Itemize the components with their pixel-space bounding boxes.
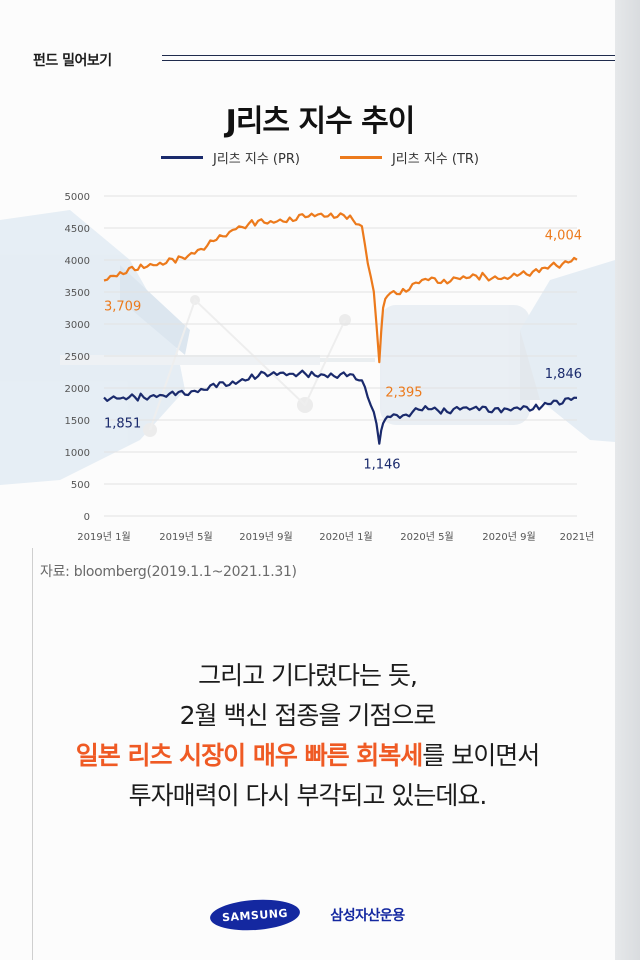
side-strip — [615, 0, 640, 960]
y-tick-label: 0 — [84, 512, 90, 523]
left-glove-icon — [0, 210, 185, 485]
legend-label-tr: J리츠 지수 (TR) — [391, 152, 480, 167]
message-line-3-rest: 를 보이면서 — [422, 741, 540, 770]
x-axis-ticks: 2019년 1월 2019년 5월 2019년 9월 2020년 1월 2020년 5월… — [77, 531, 594, 543]
y-tick-label: 2000 — [65, 384, 90, 395]
legend-swatch-pr — [160, 156, 203, 159]
y-tick-label: 4000 — [65, 256, 90, 267]
molecule-link-icon — [149, 298, 346, 431]
x-tick-label: 2020년 1월 — [319, 531, 372, 543]
source-divider — [32, 548, 33, 960]
samsung-logo: SAMSUNG — [209, 896, 302, 934]
chart-title: J리츠 지수 추이 — [225, 104, 416, 139]
y-tick-label: 4500 — [65, 224, 90, 235]
y-tick-label: 500 — [71, 480, 90, 491]
header-rule-top — [162, 55, 615, 56]
brand-name: 삼성자산운용 — [330, 908, 405, 924]
legend-swatch-tr — [339, 156, 382, 159]
syringe-icon — [60, 355, 320, 365]
footer: SAMSUNG 삼성자산운용 — [0, 896, 615, 934]
chart-legend: J리츠 지수 (PR) J리츠 지수 (TR) — [0, 148, 640, 167]
legend-label-pr: J리츠 지수 (PR) — [212, 152, 300, 167]
data-labels: 3,709 2,395 4,004 1,851 1,146 1,846 — [104, 229, 582, 473]
data-label: 1,846 — [545, 367, 582, 382]
x-tick-label: 2021년 — [560, 531, 595, 543]
gridlines — [104, 195, 577, 517]
x-tick-label: 2019년 1월 — [77, 531, 130, 543]
message-text: 그리고 기다렸다는 듯, 2월 백신 접종을 기점으로 일본 리츠 시장이 매우… — [0, 656, 615, 816]
series-line-pr — [103, 369, 578, 445]
vaccine-vial-icon — [380, 305, 530, 425]
syringe-needle-icon — [320, 358, 375, 362]
y-tick-label: 3000 — [65, 320, 90, 331]
y-tick-label: 2500 — [65, 352, 90, 363]
x-tick-label: 2019년 9월 — [239, 531, 292, 543]
header-rule-bottom — [162, 60, 615, 61]
y-tick-label: 1000 — [65, 448, 90, 459]
x-tick-label: 2020년 5월 — [400, 531, 453, 543]
x-tick-label: 2020년 9월 — [482, 531, 535, 543]
source-note: 자료: bloomberg(2019.1.1~2021.1.31) — [40, 564, 297, 580]
legend-item-tr: J리츠 지수 (TR) — [339, 148, 480, 167]
series-line-tr — [103, 212, 578, 364]
series-lines — [103, 212, 578, 445]
line-chart: 0 500 1000 1500 2000 2500 3000 3500 4000 4500 5000… — [65, 192, 595, 543]
data-label: 2,395 — [385, 386, 422, 401]
vaccine-background-illustration — [0, 210, 615, 485]
message-line-4: 투자매력이 다시 부각되고 있는데요. — [128, 781, 488, 810]
samsung-logo-text: SAMSUNG — [221, 906, 289, 924]
data-label: 1,146 — [363, 458, 400, 473]
x-tick-label: 2019년 5월 — [159, 531, 212, 543]
header-label: 펀드 밀어보기 — [33, 53, 112, 69]
data-label: 1,851 — [104, 417, 141, 432]
y-tick-label: 5000 — [65, 192, 90, 203]
y-axis-ticks: 0 500 1000 1500 2000 2500 3000 3500 4000 4500 5000 — [65, 192, 90, 523]
y-tick-label: 3500 — [65, 288, 90, 299]
left-glove-finger-icon — [120, 265, 190, 355]
y-tick-label: 1500 — [65, 416, 90, 427]
message-highlight: 일본 리츠 시장이 매우 빠른 회복세 — [75, 741, 424, 770]
message-line-3: 일본 리츠 시장이 매우 빠른 회복세를 보이면서 — [0, 736, 615, 776]
data-label: 3,709 — [104, 300, 141, 315]
card — [0, 0, 615, 960]
message-line-2: 2월 백신 접종을 기점으로 — [179, 701, 437, 730]
legend-item-pr: J리츠 지수 (PR) — [160, 148, 300, 167]
right-glove-icon — [520, 260, 615, 442]
message-line-1: 그리고 기다렸다는 듯, — [198, 661, 418, 690]
data-label: 4,004 — [545, 229, 582, 244]
